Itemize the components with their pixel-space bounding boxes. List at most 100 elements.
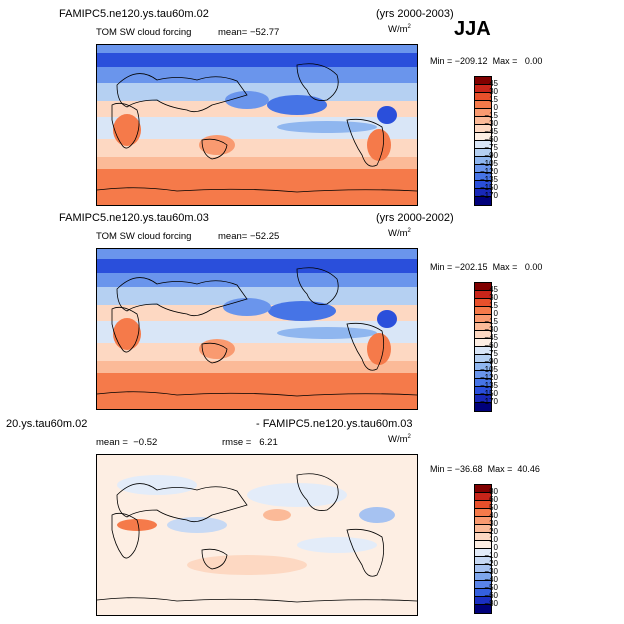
panel2-units: W/m2 <box>388 228 411 240</box>
colorbar-swatch <box>475 117 491 125</box>
colorbar-swatch <box>475 77 491 85</box>
panel1-map-svg <box>97 45 417 205</box>
colorbar-tick-label: −90 <box>484 357 498 366</box>
colorbar-tick-label: 15 <box>489 301 498 310</box>
colorbar-swatch <box>475 485 491 493</box>
colorbar-tick-label: 45 <box>489 285 498 294</box>
colorbar-swatch <box>475 189 491 197</box>
colorbar-tick-label: −45 <box>484 333 498 342</box>
panel1-run-title: FAMIPC5.ne120.ys.tau60m.02 <box>59 8 209 20</box>
colorbar-tick-label: 60 <box>489 495 498 504</box>
panel1-field-name: TOM SW cloud forcing <box>96 27 192 38</box>
panel1-mean: mean= −52.77 <box>218 27 280 38</box>
panel1-map <box>96 44 418 206</box>
panel1-years: (yrs 2000-2003) <box>376 8 454 20</box>
colorbar-tick-label: −120 <box>479 373 498 382</box>
colorbar-tick-label: 15 <box>489 95 498 104</box>
panel3-min-max: Min = −36.68 Max = 40.46 <box>430 464 540 474</box>
panel1-min-max: Min = −209.12 Max = 0.00 <box>430 56 543 66</box>
colorbar-swatch <box>475 581 491 589</box>
colorbar-swatch <box>475 403 491 411</box>
panel1-colorbar <box>474 76 492 206</box>
colorbar-tick-label: −90 <box>484 151 498 160</box>
colorbar-swatch <box>475 125 491 133</box>
colorbar-swatch <box>475 501 491 509</box>
colorbar-swatch <box>475 549 491 557</box>
colorbar-swatch <box>475 299 491 307</box>
colorbar-swatch <box>475 197 491 205</box>
colorbar-swatch <box>475 493 491 501</box>
colorbar-tick-label: −150 <box>479 389 498 398</box>
colorbar-tick-label: 50 <box>489 503 498 512</box>
colorbar-tick-label: −30 <box>484 567 498 576</box>
colorbar-tick-label: −50 <box>484 583 498 592</box>
panel3-run-title-left: 20.ys.tau60m.02 <box>6 418 88 430</box>
colorbar-swatch <box>475 85 491 93</box>
colorbar-swatch <box>475 347 491 355</box>
panel3-run-title-right: - FAMIPC5.ne120.ys.tau60m.03 <box>256 418 413 430</box>
panel3-units: W/m2 <box>388 434 411 446</box>
colorbar-tick-label: 0 <box>493 103 498 112</box>
colorbar-tick-label: −30 <box>484 119 498 128</box>
colorbar-tick-label: −20 <box>484 559 498 568</box>
colorbar-tick-label: −120 <box>479 167 498 176</box>
colorbar-tick-label: −135 <box>479 175 498 184</box>
colorbar-tick-label: 30 <box>489 87 498 96</box>
panel2-min-max: Min = −202.15 Max = 0.00 <box>430 262 543 272</box>
colorbar-tick-label: −75 <box>484 143 498 152</box>
colorbar-tick-label: −60 <box>484 135 498 144</box>
colorbar-tick-label: −60 <box>484 341 498 350</box>
colorbar-swatch <box>475 597 491 605</box>
panel3-colorbar <box>474 484 492 614</box>
panel2-map-svg <box>97 249 417 409</box>
colorbar-swatch <box>475 133 491 141</box>
colorbar-swatch <box>475 149 491 157</box>
colorbar-swatch <box>475 387 491 395</box>
panel2-colorbar <box>474 282 492 412</box>
panel1-units: W/m2 <box>388 24 411 36</box>
colorbar-tick-label: −15 <box>484 111 498 120</box>
colorbar-swatch <box>475 363 491 371</box>
colorbar-tick-label: 30 <box>489 519 498 528</box>
colorbar-swatch <box>475 339 491 347</box>
colorbar-swatch <box>475 355 491 363</box>
colorbar-swatch <box>475 93 491 101</box>
colorbar-tick-label: −135 <box>479 381 498 390</box>
panel3-rmse: rmse = 6.21 <box>222 437 278 448</box>
colorbar-swatch <box>475 291 491 299</box>
colorbar-swatch <box>475 283 491 291</box>
panel3-map <box>96 454 418 616</box>
colorbar-tick-label: 10 <box>489 535 498 544</box>
colorbar-swatch <box>475 315 491 323</box>
colorbar-swatch <box>475 157 491 165</box>
colorbar-swatch <box>475 141 491 149</box>
colorbar-tick-label: −80 <box>484 599 498 608</box>
colorbar-swatch <box>475 589 491 597</box>
colorbar-swatch <box>475 525 491 533</box>
colorbar-swatch <box>475 371 491 379</box>
colorbar-swatch <box>475 509 491 517</box>
panel2-mean: mean= −52.25 <box>218 231 280 242</box>
colorbar-tick-label: −150 <box>479 183 498 192</box>
colorbar-swatch <box>475 173 491 181</box>
colorbar-tick-label: −75 <box>484 349 498 358</box>
colorbar-swatch <box>475 109 491 117</box>
colorbar-swatch <box>475 605 491 613</box>
panel2-years: (yrs 2000-2002) <box>376 212 454 224</box>
colorbar-swatch <box>475 533 491 541</box>
colorbar-tick-label: 40 <box>489 511 498 520</box>
colorbar-tick-label: −40 <box>484 575 498 584</box>
colorbar-tick-label: 80 <box>489 487 498 496</box>
colorbar-swatch <box>475 541 491 549</box>
colorbar-tick-label: −105 <box>479 365 498 374</box>
colorbar-tick-label: −60 <box>484 591 498 600</box>
colorbar-swatch <box>475 565 491 573</box>
colorbar-swatch <box>475 517 491 525</box>
panel3-mean: mean = −0.52 <box>96 437 158 448</box>
colorbar-swatch <box>475 331 491 339</box>
panel2-run-title: FAMIPC5.ne120.ys.tau60m.03 <box>59 212 209 224</box>
colorbar-tick-label: −30 <box>484 325 498 334</box>
colorbar-swatch <box>475 323 491 331</box>
colorbar-tick-label: 30 <box>489 293 498 302</box>
colorbar-tick-label: −170 <box>479 191 498 200</box>
